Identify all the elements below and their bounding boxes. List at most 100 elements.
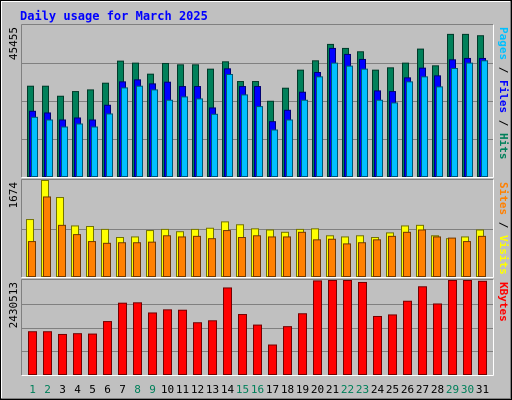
bar-pages — [331, 62, 338, 177]
bar-kbytes — [358, 281, 367, 375]
bar-sites — [298, 231, 306, 278]
bar-kbytes — [403, 300, 412, 375]
bar-sites — [223, 230, 231, 277]
legend-entry: / — [497, 60, 510, 80]
legend-entry: Files — [497, 80, 510, 113]
bar-kbytes — [373, 315, 382, 376]
legend-entry: Pages — [497, 27, 510, 60]
bar-kbytes — [253, 324, 262, 376]
bar-sites — [328, 238, 336, 277]
bar-kbytes — [178, 309, 187, 375]
day-label: 8 — [134, 383, 141, 396]
bar-kbytes — [478, 280, 487, 376]
bar-kbytes — [133, 302, 142, 375]
legend-entry: Visits — [497, 235, 510, 275]
bar-kbytes — [343, 280, 352, 375]
bar-sites — [253, 235, 261, 277]
bar-sites — [433, 236, 441, 278]
bar-pages — [421, 76, 428, 177]
bar-sites — [178, 236, 186, 278]
day-label: 18 — [281, 383, 294, 396]
bar-sites — [343, 243, 351, 277]
bar-kbytes — [223, 287, 232, 376]
bar-sites — [103, 242, 111, 277]
day-label: 27 — [416, 383, 429, 396]
bar-pages — [91, 126, 98, 177]
bar-sites — [388, 235, 396, 278]
bar-pages — [451, 67, 458, 177]
bar-pages — [466, 62, 473, 177]
bar-kbytes — [193, 322, 202, 376]
day-label: 12 — [191, 383, 204, 396]
bar-pages — [136, 85, 143, 177]
day-label: 2 — [44, 383, 51, 396]
legend-entry: / — [497, 113, 510, 133]
day-label: 14 — [221, 383, 235, 396]
day-label: 3 — [59, 383, 66, 396]
bar-kbytes — [433, 303, 442, 375]
bar-sites — [283, 236, 291, 278]
bar-kbytes — [103, 321, 112, 375]
bar-pages — [31, 116, 38, 177]
bar-kbytes — [463, 280, 472, 375]
day-label: 9 — [149, 383, 156, 396]
bar-pages — [376, 99, 383, 177]
bar-kbytes — [298, 313, 307, 376]
bar-sites — [313, 239, 321, 277]
bar-pages — [226, 74, 233, 177]
bar-sites — [58, 224, 66, 277]
bar-sites — [268, 236, 276, 278]
bar-kbytes — [283, 326, 292, 375]
bar-sites — [478, 235, 486, 278]
bar-kbytes — [148, 312, 157, 375]
bar-sites — [73, 234, 81, 277]
bar-pages — [271, 129, 278, 177]
day-label: 13 — [206, 383, 219, 396]
bar-kbytes — [163, 309, 172, 375]
day-label: 17 — [266, 383, 279, 396]
legend: Sites / Visits — [497, 182, 510, 275]
bar-sites — [148, 241, 156, 277]
bar-pages — [361, 68, 368, 177]
bar-pages — [346, 65, 353, 177]
bar-kbytes — [388, 314, 397, 375]
bar-pages — [481, 60, 488, 177]
bar-sites — [208, 238, 216, 277]
day-labels: 1 2 3 4 5 6 7 8 9 10 11 12 13 14 15 16 17 18 19 20 21 22 23 24 2… — [29, 383, 489, 396]
bar-kbytes — [268, 344, 277, 375]
day-label: 25 — [386, 383, 399, 396]
day-label: 28 — [431, 383, 444, 396]
bar-sites — [238, 237, 246, 277]
bar-sites — [133, 242, 141, 277]
bar-pages — [76, 123, 83, 177]
day-label: 11 — [176, 383, 189, 396]
bar-sites — [418, 229, 426, 277]
bar-sites — [463, 241, 471, 278]
bar-pages — [61, 126, 68, 177]
bar-kbytes — [88, 333, 97, 376]
day-label: 30 — [461, 383, 474, 396]
day-label: 5 — [89, 383, 96, 396]
bar-kbytes — [73, 333, 82, 375]
day-label: 16 — [251, 383, 264, 396]
bar-pages — [241, 94, 248, 177]
bar-kbytes — [43, 331, 52, 376]
bar-sites — [118, 242, 126, 277]
bar-pages — [166, 99, 173, 177]
bar-pages — [151, 89, 158, 177]
bar-sites — [88, 241, 96, 278]
day-label: 23 — [356, 383, 369, 396]
sites-visits-panel: 1674 Sites / Visits — [7, 179, 510, 278]
bar-pages — [406, 81, 413, 177]
y-max-label: 2430513 — [7, 282, 20, 328]
chart-title: Daily usage for March 2025 — [20, 9, 208, 23]
legend-entry: / — [497, 215, 510, 235]
bar-pages — [196, 98, 203, 177]
day-label: 7 — [119, 383, 126, 396]
day-label: 4 — [74, 383, 81, 396]
legend-entry: Sites — [497, 182, 510, 215]
bar-kbytes — [118, 302, 127, 375]
day-label: 15 — [236, 383, 249, 396]
